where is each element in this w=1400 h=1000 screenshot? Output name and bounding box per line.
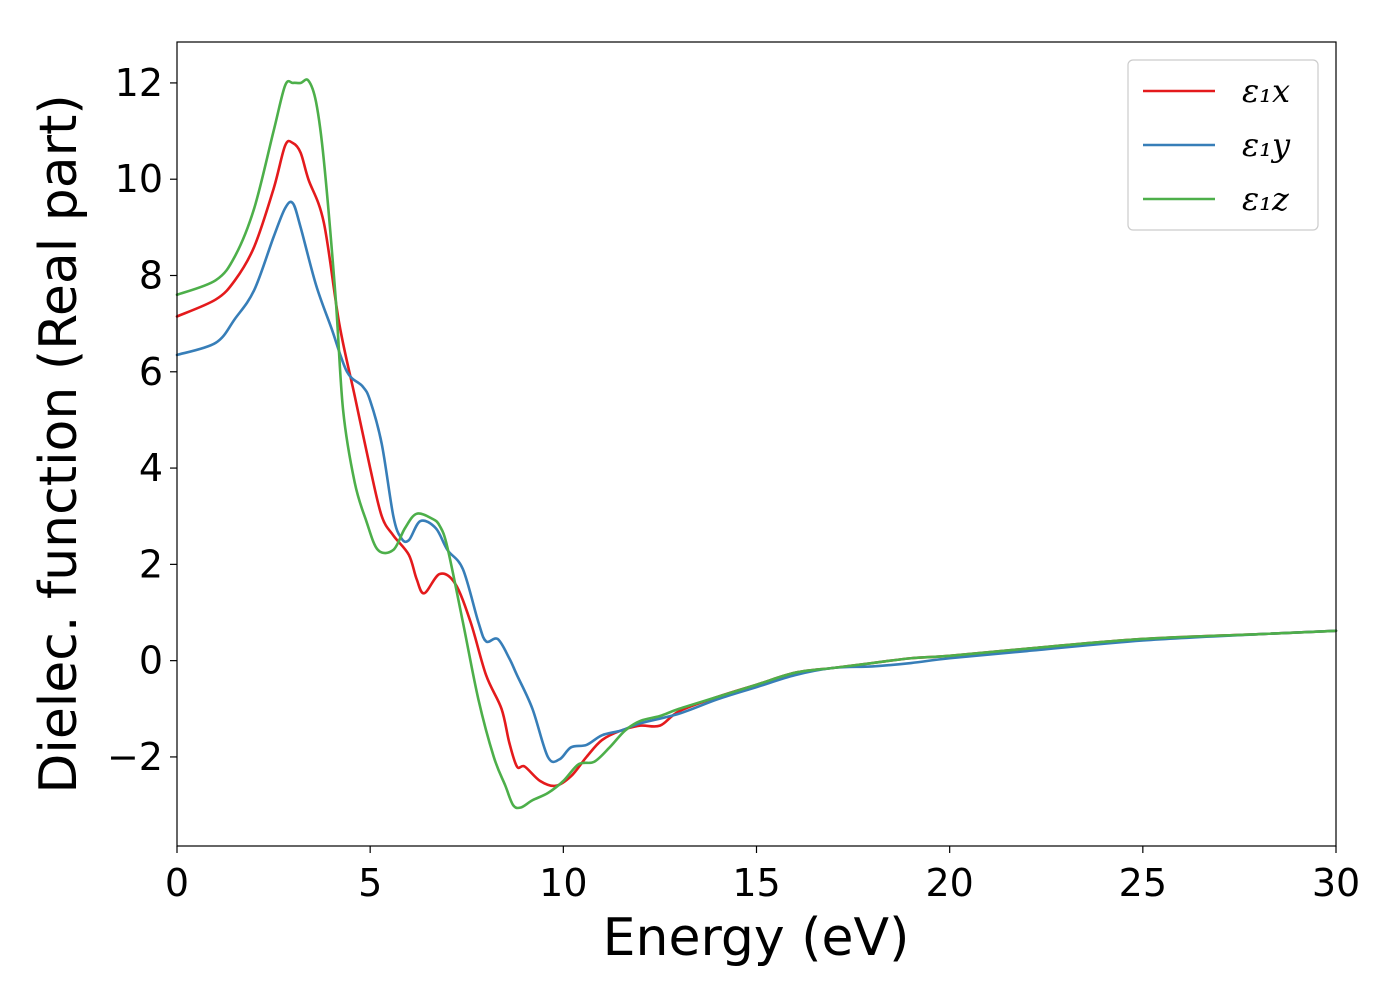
x-tick-label: 25 <box>1119 861 1167 905</box>
legend-frame <box>1127 59 1319 231</box>
series-layer <box>175 78 1338 810</box>
y-tick-label: 2 <box>139 542 163 586</box>
legend-label-3: ε₁z <box>1242 180 1290 218</box>
x-tick-label: 30 <box>1312 861 1360 905</box>
legend-label-1: ε₁x <box>1242 72 1290 110</box>
y-tick-label: 0 <box>139 639 163 683</box>
x-axis: 0 5 10 15 20 25 30 <box>165 846 1360 905</box>
y-tick-label: 4 <box>139 446 163 490</box>
y-tick-label: 12 <box>115 61 163 105</box>
legend-label-2: ε₁y <box>1242 126 1291 164</box>
x-axis-label: Energy (eV) <box>603 908 910 968</box>
y-tick-label: 8 <box>139 253 163 297</box>
series-line-3 <box>175 78 1338 810</box>
x-tick-label: 20 <box>925 861 973 905</box>
y-tick-label: −2 <box>107 735 163 779</box>
y-tick-label: 10 <box>115 157 163 201</box>
x-tick-label: 10 <box>539 861 587 905</box>
y-tick-label: 6 <box>139 350 163 394</box>
legend: ε₁x ε₁y ε₁z <box>1127 59 1319 231</box>
y-axis-label: Dielec. function (Real part) <box>29 94 89 793</box>
x-tick-label: 15 <box>732 861 780 905</box>
x-tick-label: 5 <box>358 861 382 905</box>
x-tick-label: 0 <box>165 861 189 905</box>
y-axis: −2 0 2 4 6 8 10 12 <box>107 61 177 779</box>
